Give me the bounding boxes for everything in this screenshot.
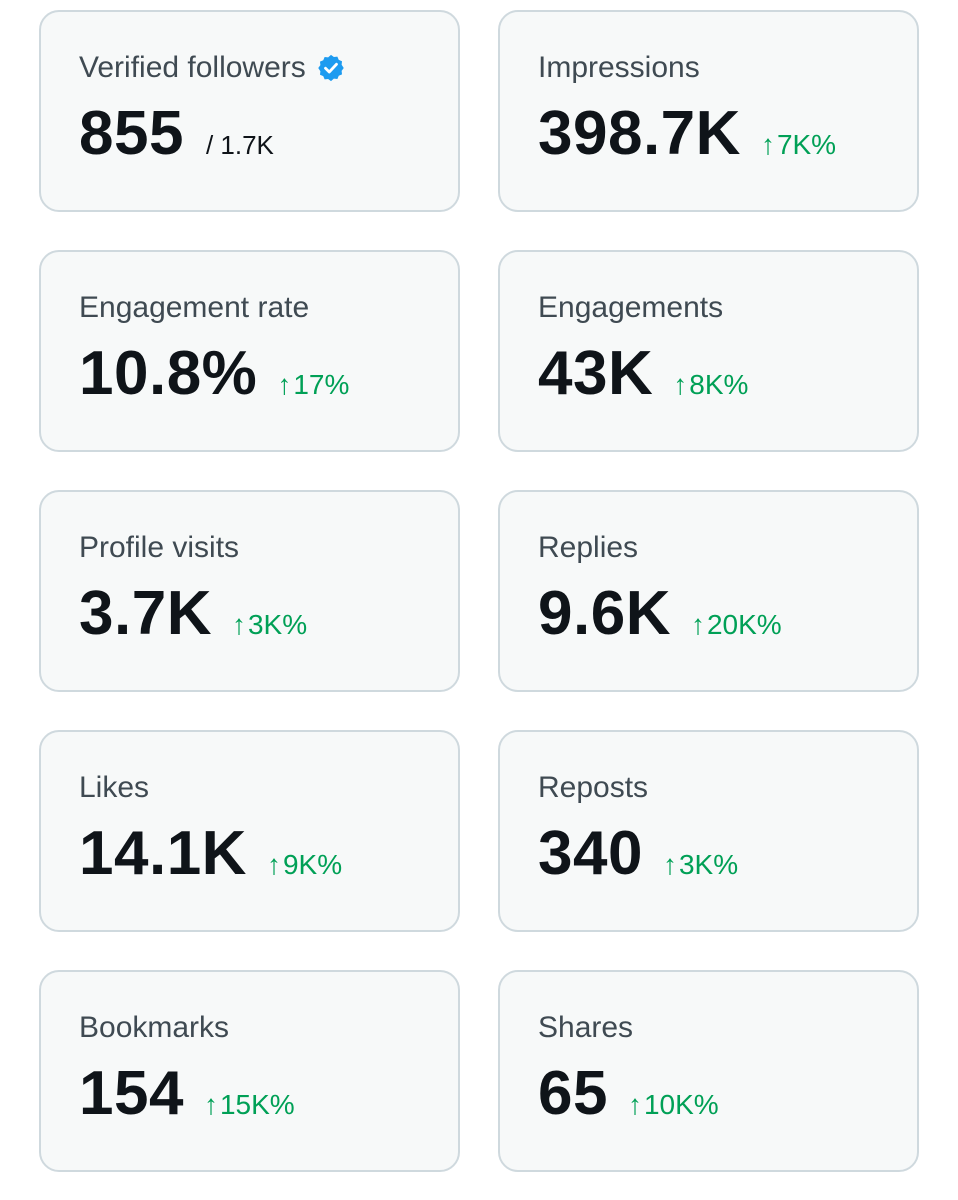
metric-card-verified-followers[interactable]: Verified followers 855 / 1.7K [39,10,460,212]
metric-value: 43K [538,339,654,408]
metric-label: Reposts [538,771,649,804]
metric-value: 65 [538,1059,608,1128]
metric-card-likes[interactable]: Likes 14.1K ↑ 9K% [39,730,460,932]
metric-delta: ↑ 20K% [690,609,782,640]
metric-value: 340 [538,819,643,888]
arrow-up-icon: ↑ [690,609,705,640]
arrow-up-icon: ↑ [673,369,688,400]
metric-value: 14.1K [79,819,247,888]
verified-badge-icon [316,53,346,83]
metric-label: Shares [538,1011,634,1044]
metric-value: 9.6K [538,579,671,648]
arrow-up-icon: ↑ [662,849,677,880]
metric-value: 398.7K [538,99,741,168]
metric-value: 3.7K [79,579,212,648]
metric-value: 10.8% [79,339,258,408]
metric-label: Replies [538,531,639,564]
metric-delta: ↑ 3K% [231,609,308,640]
metric-label: Bookmarks [79,1011,230,1044]
metric-card-engagement-rate[interactable]: Engagement rate 10.8% ↑ 17% [39,250,460,452]
metric-label: Profile visits [79,531,240,564]
metric-value-row: 340 ↑ 3K% [538,820,917,888]
metric-delta: ↑ 8K% [673,369,749,400]
arrow-up-icon: ↑ [231,609,246,640]
arrow-up-icon: ↑ [627,1089,642,1120]
metrics-grid: Verified followers 855 / 1.7K Impression… [39,10,919,1172]
arrow-up-icon: ↑ [277,369,292,400]
metric-label: Engagement rate [79,291,310,324]
arrow-up-icon: ↑ [760,129,775,160]
metric-value-row: 3.7K ↑ 3K% [79,580,458,648]
metric-card-shares[interactable]: Shares 65 ↑ 10K% [498,970,919,1172]
metric-card-reposts[interactable]: Reposts 340 ↑ 3K% [498,730,919,932]
metric-delta: ↑ 7K% [760,129,837,160]
metric-value-row: 398.7K ↑ 7K% [538,100,917,168]
arrow-up-icon: ↑ [266,849,281,880]
metric-card-impressions[interactable]: Impressions 398.7K ↑ 7K% [498,10,919,212]
metric-label: Verified followers [79,50,458,86]
metric-card-replies[interactable]: Replies 9.6K ↑ 20K% [498,490,919,692]
metric-value-row: 65 ↑ 10K% [538,1060,917,1128]
metric-delta: ↑ 15K% [203,1089,295,1120]
metric-delta: ↑ 10K% [627,1089,719,1120]
metric-value: 855 [79,99,184,168]
arrow-up-icon: ↑ [203,1089,218,1120]
metric-delta: ↑ 9K% [266,849,343,880]
metric-card-profile-visits[interactable]: Profile visits 3.7K ↑ 3K% [39,490,460,692]
metric-value-row: 43K ↑ 8K% [538,340,917,408]
metric-value-row: 14.1K ↑ 9K% [79,820,458,888]
metric-value-row: 9.6K ↑ 20K% [538,580,917,648]
metric-value-row: 10.8% ↑ 17% [79,340,458,408]
metric-total: / 1.7K [205,130,274,160]
metric-value: 154 [79,1059,184,1128]
metric-card-bookmarks[interactable]: Bookmarks 154 ↑ 15K% [39,970,460,1172]
metric-label: Engagements [538,291,724,324]
metric-value-row: 855 / 1.7K [79,100,458,168]
metric-card-engagements[interactable]: Engagements 43K ↑ 8K% [498,250,919,452]
metric-label: Likes [79,771,150,804]
metric-value-row: 154 ↑ 15K% [79,1060,458,1128]
metric-delta: ↑ 17% [277,369,350,400]
metric-delta: ↑ 3K% [662,849,739,880]
metric-label: Impressions [538,51,700,84]
